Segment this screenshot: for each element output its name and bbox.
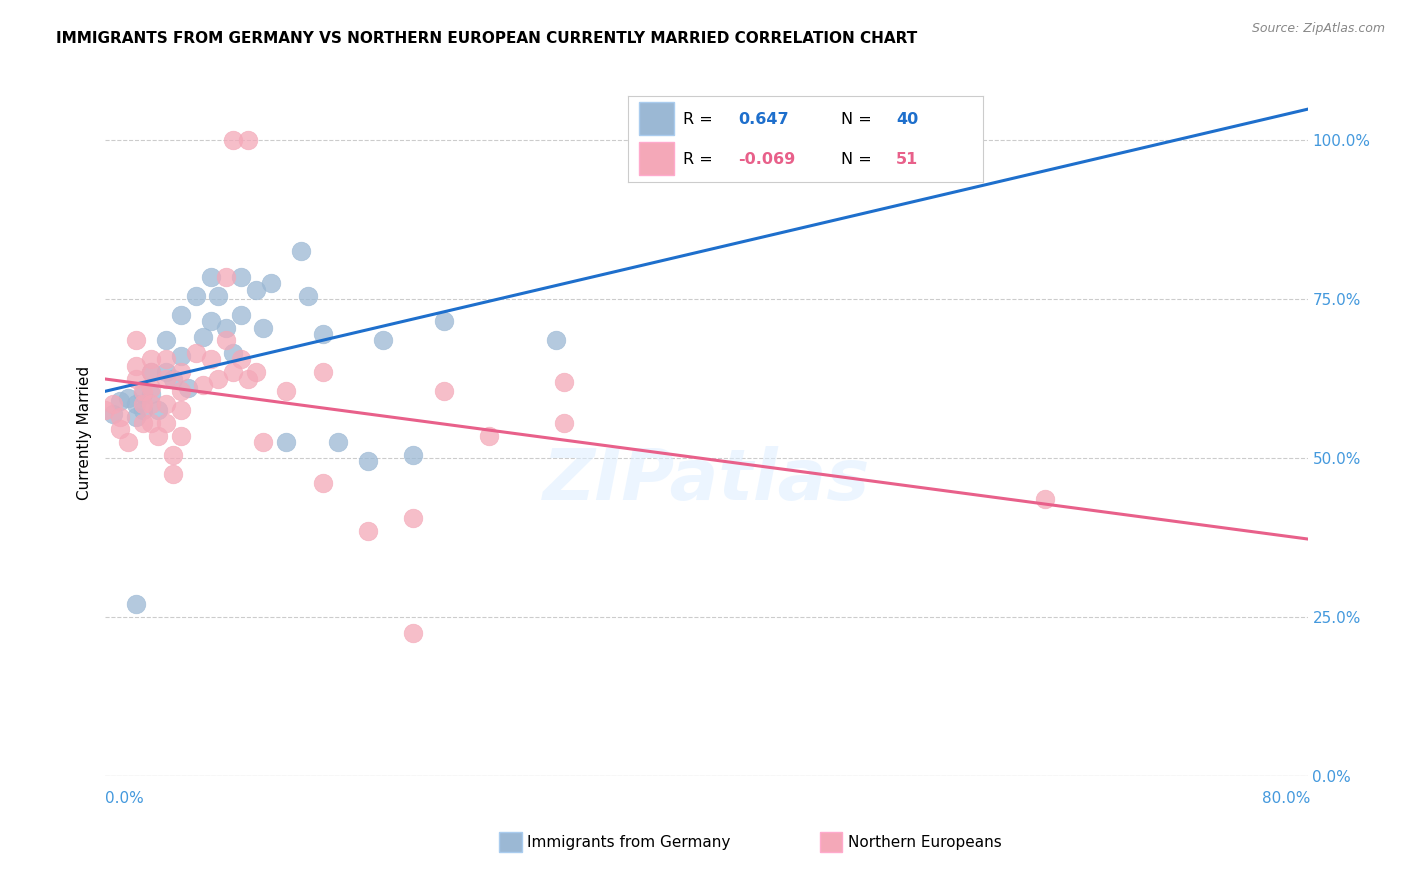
Point <box>146 429 169 443</box>
Point <box>155 352 177 367</box>
Point <box>132 403 155 417</box>
Point <box>139 416 162 430</box>
Point <box>222 133 245 147</box>
Point <box>229 352 252 367</box>
Point <box>432 314 454 328</box>
Point <box>155 334 177 348</box>
Point <box>124 397 146 411</box>
Point <box>222 365 245 379</box>
Point <box>124 409 146 424</box>
Point <box>546 334 568 348</box>
Point <box>928 133 950 147</box>
Point <box>238 133 260 147</box>
Point <box>214 269 236 284</box>
Point <box>110 393 132 408</box>
Point <box>177 381 200 395</box>
Point <box>252 435 274 450</box>
Point <box>146 403 169 417</box>
Text: 0.0%: 0.0% <box>105 791 145 805</box>
Point <box>402 448 425 462</box>
Point <box>101 407 124 421</box>
Point <box>184 289 207 303</box>
Point <box>200 269 222 284</box>
Point <box>214 320 236 334</box>
Point <box>274 435 297 450</box>
Point <box>124 359 146 373</box>
Point <box>328 435 350 450</box>
Point <box>312 365 335 379</box>
Point <box>207 289 229 303</box>
Point <box>200 314 222 328</box>
Y-axis label: Currently Married: Currently Married <box>77 366 93 500</box>
Point <box>132 387 155 401</box>
Point <box>110 409 132 424</box>
Point <box>312 476 335 491</box>
Point <box>169 429 191 443</box>
Point <box>238 371 260 385</box>
Point <box>139 381 162 395</box>
Point <box>162 467 184 481</box>
Point <box>94 403 117 417</box>
Point <box>162 448 184 462</box>
Point <box>169 349 191 363</box>
Point <box>139 365 162 379</box>
Point <box>373 334 395 348</box>
Point <box>357 454 380 468</box>
Point <box>117 391 139 405</box>
Point <box>402 626 425 640</box>
Point <box>169 384 191 399</box>
Point <box>101 397 124 411</box>
Point <box>222 346 245 360</box>
Point <box>169 308 191 322</box>
Point <box>139 365 162 379</box>
Point <box>245 365 267 379</box>
Point <box>245 283 267 297</box>
Point <box>214 334 236 348</box>
Point <box>132 384 155 399</box>
Text: Source: ZipAtlas.com: Source: ZipAtlas.com <box>1251 22 1385 36</box>
Point <box>132 397 155 411</box>
Point <box>229 269 252 284</box>
Point <box>169 365 191 379</box>
Point <box>155 416 177 430</box>
Point <box>402 511 425 525</box>
Text: ZIPatlas: ZIPatlas <box>543 446 870 516</box>
Point <box>169 403 191 417</box>
Point <box>132 416 155 430</box>
Point <box>432 384 454 399</box>
Point <box>124 371 146 385</box>
Text: 80.0%: 80.0% <box>1263 791 1310 805</box>
Point <box>139 352 162 367</box>
Text: IMMIGRANTS FROM GERMANY VS NORTHERN EUROPEAN CURRENTLY MARRIED CORRELATION CHART: IMMIGRANTS FROM GERMANY VS NORTHERN EURO… <box>56 31 918 46</box>
Point <box>478 429 501 443</box>
Point <box>207 371 229 385</box>
Point <box>553 375 575 389</box>
Point <box>274 384 297 399</box>
Point <box>200 352 222 367</box>
Point <box>124 598 146 612</box>
Point <box>229 308 252 322</box>
Point <box>162 371 184 385</box>
Point <box>117 435 139 450</box>
Point <box>297 289 319 303</box>
Point <box>184 346 207 360</box>
Point <box>1033 492 1056 507</box>
Point <box>110 422 132 436</box>
Text: Immigrants from Germany: Immigrants from Germany <box>527 835 731 849</box>
Point <box>191 378 214 392</box>
Point <box>139 397 162 411</box>
Point <box>553 416 575 430</box>
Point <box>252 320 274 334</box>
Point <box>312 326 335 341</box>
Point <box>155 365 177 379</box>
Point <box>124 334 146 348</box>
Point <box>155 397 177 411</box>
Text: Northern Europeans: Northern Europeans <box>848 835 1001 849</box>
Point <box>191 330 214 344</box>
Point <box>139 387 162 401</box>
Point <box>260 276 283 290</box>
Point <box>357 524 380 539</box>
Point <box>290 244 312 259</box>
Point <box>155 371 177 385</box>
